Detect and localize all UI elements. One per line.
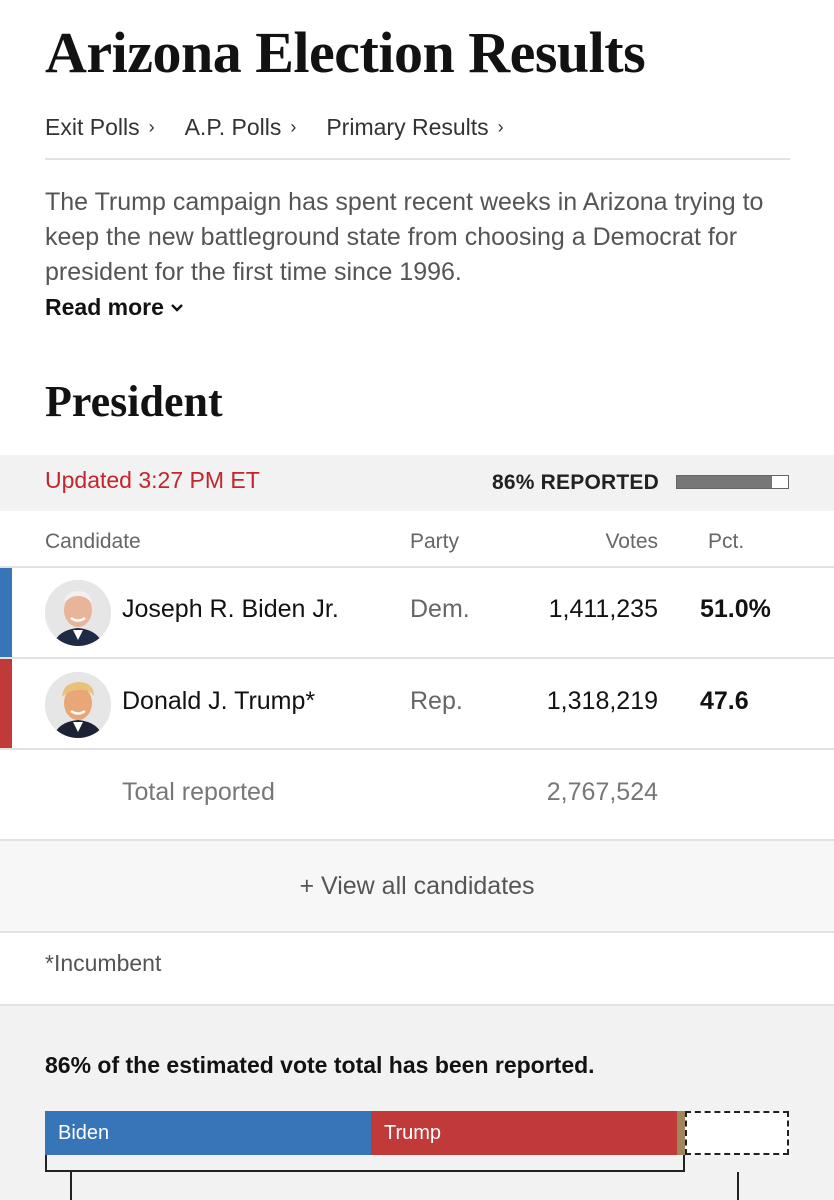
subnav-label: Primary Results <box>326 114 489 140</box>
candidate-avatar <box>45 580 111 646</box>
party-color-strip <box>0 568 12 657</box>
candidate-votes: 1,411,235 <box>548 595 658 623</box>
bracket-tick <box>70 1172 72 1200</box>
biden-portrait-icon <box>45 580 111 646</box>
party-color-strip <box>0 659 12 748</box>
total-reported-votes: 2,767,524 <box>546 778 658 806</box>
read-more-button[interactable]: Read more <box>45 294 184 321</box>
candidate-votes: 1,318,219 <box>546 687 658 715</box>
divider <box>0 839 834 841</box>
candidate-party: Dem. <box>410 595 470 623</box>
candidate-name: Joseph R. Biden Jr. <box>122 595 339 623</box>
reported-bracket <box>45 1155 685 1172</box>
subnav-label: Exit Polls <box>45 114 140 140</box>
divider <box>0 931 834 933</box>
candidate-avatar <box>45 672 111 738</box>
chevron-right-icon: › <box>290 117 297 137</box>
vote-bar-biden: Biden <box>45 1111 371 1155</box>
divider <box>0 566 834 568</box>
sub-navigation: Exit Polls › A.P. Polls › Primary Result… <box>45 114 534 141</box>
trump-portrait-icon <box>45 672 111 738</box>
divider <box>45 158 790 160</box>
read-more-label: Read more <box>45 294 164 320</box>
subnav-exit-polls[interactable]: Exit Polls › <box>45 114 155 141</box>
divider <box>0 748 834 750</box>
estimate-panel <box>0 1005 834 1200</box>
updated-timestamp: Updated 3:27 PM ET <box>45 467 260 493</box>
candidate-name: Donald J. Trump* <box>122 687 316 715</box>
page-title: Arizona Election Results <box>45 20 646 85</box>
total-reported-label: Total reported <box>122 778 275 806</box>
candidate-party: Rep. <box>410 687 463 715</box>
vote-bar-remaining <box>685 1111 789 1155</box>
subnav-label: A.P. Polls <box>184 114 282 140</box>
candidate-pct: 47.6 <box>700 687 749 715</box>
chevron-right-icon: › <box>148 117 155 137</box>
estimate-note: 86% of the estimated vote total has been… <box>45 1052 595 1078</box>
incumbent-footnote: *Incumbent <box>45 950 162 976</box>
chevron-right-icon: › <box>497 117 504 137</box>
subnav-ap-polls[interactable]: A.P. Polls › <box>185 114 297 141</box>
reported-progress-fill <box>677 476 773 488</box>
divider <box>0 657 834 659</box>
column-header-candidate: Candidate <box>45 530 141 553</box>
subnav-primary-results[interactable]: Primary Results › <box>326 114 503 141</box>
divider <box>0 1004 834 1006</box>
section-title: President <box>45 377 223 426</box>
candidate-pct: 51.0% <box>700 595 771 623</box>
summary-text: The Trump campaign has spent recent week… <box>45 188 764 286</box>
column-header-pct: Pct. <box>708 530 745 553</box>
column-header-votes: Votes <box>605 530 658 553</box>
chevron-down-icon <box>171 303 183 312</box>
vote-bar-trump: Trump <box>371 1111 677 1155</box>
reported-label: 86% REPORTED <box>492 471 659 494</box>
column-header-party: Party <box>410 530 460 553</box>
bracket-tick <box>737 1172 739 1200</box>
reported-progress-bar <box>676 475 789 489</box>
view-all-candidates-button[interactable]: + View all candidates <box>0 841 834 931</box>
